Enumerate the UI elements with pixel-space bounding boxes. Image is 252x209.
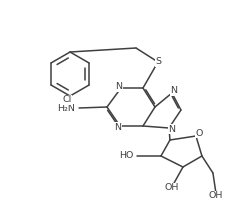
Text: S: S (155, 57, 161, 66)
Text: N: N (114, 123, 121, 132)
Text: Cl: Cl (62, 95, 72, 104)
Text: O: O (195, 129, 203, 138)
Text: N: N (168, 125, 175, 134)
Text: N: N (115, 82, 122, 91)
Text: OH: OH (209, 191, 223, 200)
Text: N: N (171, 87, 177, 96)
Text: OH: OH (165, 183, 179, 192)
Text: HO: HO (120, 152, 134, 161)
Text: H₂N: H₂N (57, 103, 75, 112)
